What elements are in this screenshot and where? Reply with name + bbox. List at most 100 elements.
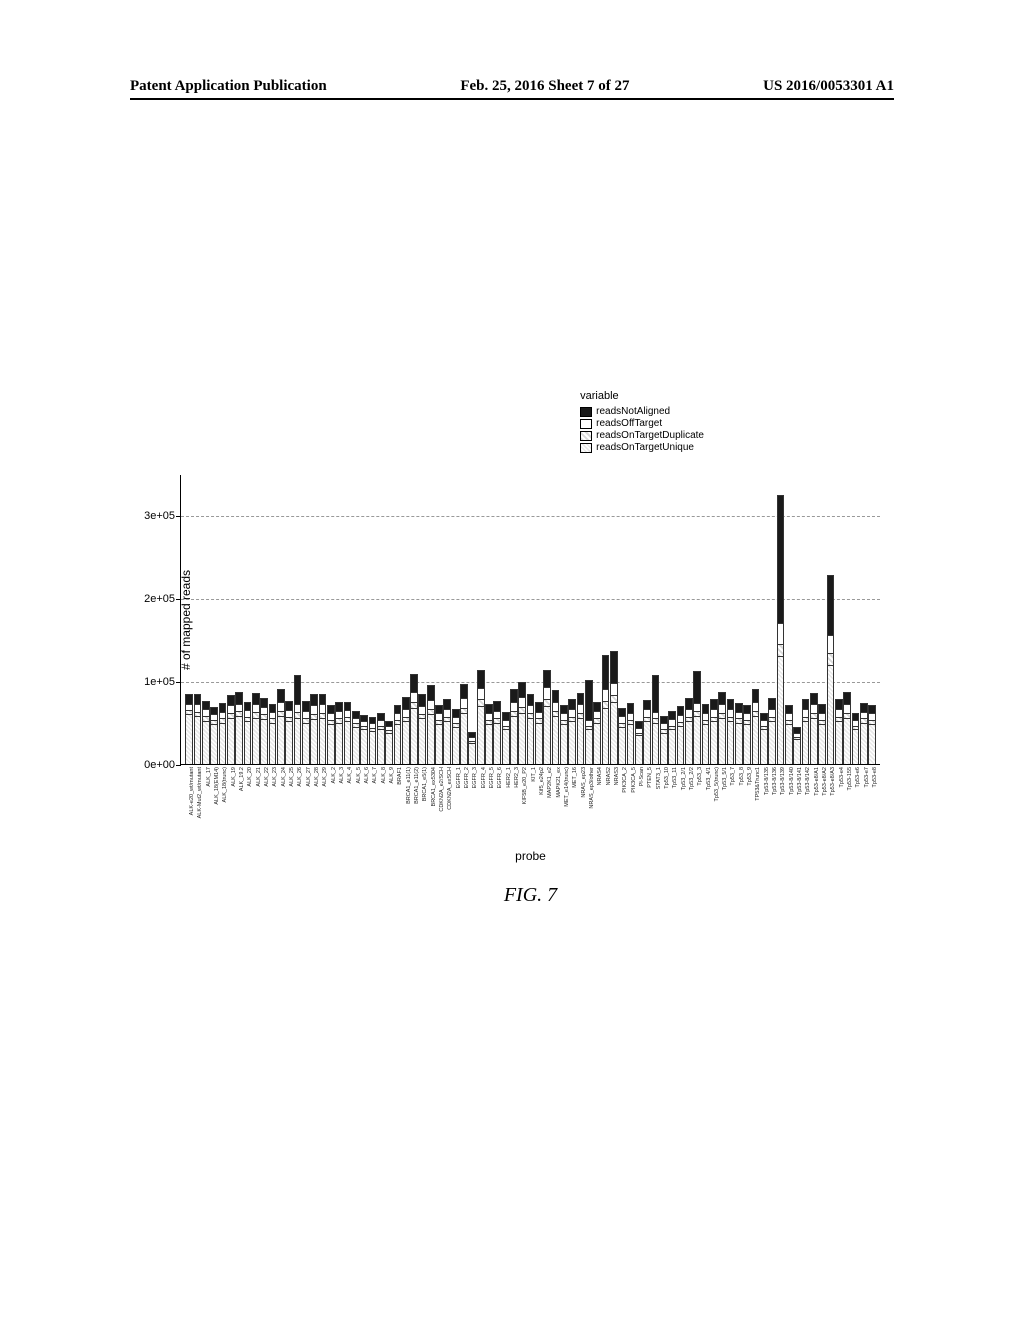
bar: CDKN2A_e2/SCH [435,705,443,764]
bar-segment [627,703,635,713]
bar: KIF5B_e20_P2 [518,682,526,764]
bar: ALK-e20_wt/mutant [185,694,193,764]
bar-segment [285,710,293,717]
bar: HER2_3 [510,689,518,764]
bar-segment [402,709,410,716]
bar-segment [827,653,835,665]
bar-segment [802,709,810,716]
bar-segment [727,721,735,764]
bar-segment [510,689,518,701]
bar-segment [452,727,460,764]
legend-swatch [580,419,592,429]
bar-segment [552,716,560,764]
bar: Kif5_e24p2 [535,702,543,764]
xtick-label: EGFR_5 [489,764,495,788]
xtick-label: NRAS_ep3/other [589,764,595,809]
bar-segment [643,709,651,716]
bar-segment [310,694,318,706]
bar: EGFR_6 [493,701,501,764]
xtick-label: ALK_22 [264,764,270,787]
legend-swatch [580,443,592,453]
bar-segment [244,702,252,710]
bar-segment [493,701,501,711]
ytick-label: 2e+05 [144,593,175,605]
bar-segment [718,692,726,704]
bar-segment [535,723,543,764]
bar-segment [602,655,610,690]
xtick-label: EGFR_3 [472,764,478,788]
plot-area: # of mapped reads 0e+001e+052e+053e+05 A… [180,475,880,765]
xtick-label: PIK3CA_5 [631,764,637,793]
bar-segment [210,707,218,714]
bar-segment [685,709,693,716]
xtick-label: KIT_1 [531,764,537,782]
bar-segment [485,724,493,764]
bar: EGFR_3 [468,732,476,764]
bar-segment [360,729,368,764]
bar-segment [635,735,643,764]
xtick-label: EGFR_4 [481,764,487,788]
bar: Tp53_8 [735,703,743,764]
bar-segment [418,694,426,706]
bar-segment [752,689,760,701]
bar-segment [768,698,776,710]
header-left: Patent Application Publication [130,78,327,95]
bar: Tp53-8/141 [793,727,801,764]
bar-segment [394,705,402,713]
bar-segment [818,713,826,720]
bar-segment [652,712,660,719]
xtick-label: Tp53_8 [739,764,745,786]
bar-segment [352,727,360,764]
x-axis-label: probe [515,849,546,863]
bar-segment [777,644,785,656]
bar-segment [768,709,776,716]
bar: NRAS_ep3/other [585,680,593,764]
bar: Tp53-8/135 [760,713,768,764]
xtick-label: Tp53-8/141 [797,764,803,795]
bar-segment [435,705,443,713]
xtick-label: NRAS4 [597,764,603,785]
legend-item: readsNotAligned [580,406,704,418]
bar-segment [194,694,202,705]
bar-segment [235,692,243,704]
bar-segment [593,702,601,711]
bar-segment [827,635,835,653]
bar-segment [743,705,751,713]
legend-swatch [580,407,592,417]
bar: ALK_25 [285,701,293,764]
bar-segment [627,713,635,720]
xtick-label: ALK_4 [347,764,353,784]
bar: Tp53_4/1 [702,704,710,764]
bar-segment [727,699,735,709]
bar-segment [718,718,726,764]
xtick-label: Tp53-e8/A1 [814,764,820,796]
bar-segment [660,733,668,764]
header-right: US 2016/0053301 A1 [763,78,894,95]
bar-segment [543,706,551,764]
bar-segment [269,723,277,764]
bar: ALK_23 [269,704,277,764]
bar-segment [635,721,643,728]
bar-segment [443,709,451,716]
bar-segment [460,698,468,708]
bar-segment [560,713,568,720]
bar-segment [543,670,551,687]
bar: MET_e14(trunc) [560,705,568,764]
bar-segment [244,721,252,764]
bar: Tp53_2/1 [677,706,685,764]
bar-segment [493,711,501,718]
bar: ALK_24 [277,689,285,764]
xtick-label: EGFR_1 [456,764,462,788]
bar: Tp53_3 [693,671,701,764]
bar-segment [510,702,518,711]
xtick-label: Tp53-8/136 [772,764,778,795]
bar-segment [710,699,718,710]
bar-segment [827,575,835,635]
xtick-label: PTEN_5 [647,764,653,788]
bar-segment [185,694,193,704]
bar-segment [660,716,668,723]
bar-segment [310,719,318,764]
bars-container: ALK-e20_wt/mutantALK-Mut2_wt/mutantALK_1… [181,475,880,764]
bar-segment [643,700,651,709]
bar-segment [185,704,193,711]
